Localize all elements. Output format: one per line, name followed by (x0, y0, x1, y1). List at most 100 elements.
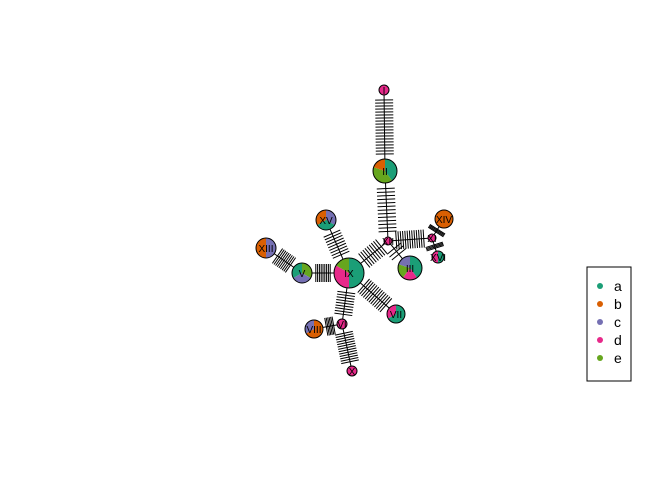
mutation-tick (366, 246, 379, 261)
node-I: I (378, 84, 390, 97)
mutation-tick (337, 340, 355, 346)
mutation-tick (378, 226, 397, 229)
mutation-tick (283, 256, 295, 272)
pie-slice-a (388, 305, 405, 323)
node-label: II (382, 167, 388, 178)
mutation-tick (408, 230, 412, 249)
mutation-tick (273, 249, 285, 265)
mutation-tick (418, 229, 421, 248)
mutation-tick (370, 242, 384, 258)
mutation-tick (425, 241, 443, 249)
mutation-tick (280, 253, 292, 270)
legend-swatch (597, 337, 603, 343)
pie-slice-b (435, 210, 453, 228)
mutation-tick (330, 245, 348, 254)
node-label: VII (390, 310, 402, 321)
node-outline (372, 158, 398, 184)
pie-slice-d (402, 268, 418, 280)
node-X: X (346, 365, 358, 378)
node-XIV: XIV (434, 209, 454, 229)
pie-slice-d (428, 234, 436, 242)
mutation-tick (376, 191, 395, 194)
legend-label: a (614, 278, 622, 294)
mutation-tick (324, 232, 342, 241)
pie-slice-a (349, 258, 364, 288)
pie-slice-d (432, 251, 438, 263)
mutation-tick (372, 291, 385, 306)
legend-swatch (597, 301, 603, 307)
mutation-tick (340, 357, 359, 362)
node-outline (336, 318, 348, 330)
legend-swatch (597, 355, 603, 361)
mutation-tick (334, 309, 353, 314)
mutation-tick (328, 240, 345, 249)
pie-slice-d (337, 319, 347, 329)
mutation-tick (337, 342, 356, 348)
node-label: XIV (436, 215, 452, 226)
node-XVI: XVI (430, 250, 446, 264)
legend-label: e (614, 350, 622, 366)
mutation-tick (378, 219, 397, 222)
node-label: X (349, 367, 356, 378)
mutation-tick (411, 230, 414, 249)
mutation-tick (377, 296, 391, 311)
mutation-tick (377, 194, 396, 197)
node-label: XIII (258, 244, 273, 255)
legend-item-a: a (597, 278, 622, 294)
node-outline (383, 236, 393, 246)
mutation-tick (377, 212, 396, 215)
edge-VI-X (335, 323, 359, 372)
mutation-tick (357, 278, 370, 293)
node-label: XI (427, 234, 436, 245)
mutation-tick (364, 247, 377, 263)
legend-item-e: e (597, 350, 622, 366)
mutation-tick (415, 230, 418, 249)
mutation-tick (391, 248, 407, 261)
mutation-tick (427, 226, 444, 238)
mutation-tick (429, 223, 446, 235)
mutation-tick (336, 296, 355, 300)
mutation-tick (331, 316, 336, 335)
mutation-tick (377, 201, 396, 204)
mutation-tick (328, 317, 333, 335)
mutation-tick (377, 209, 396, 211)
node-outline (378, 84, 390, 96)
node-VII: VII (386, 304, 406, 324)
mutation-tick (336, 299, 355, 303)
mutation-tick (420, 229, 423, 248)
mutation-tick (375, 294, 389, 310)
node-label: V (299, 269, 306, 280)
mutation-tick (364, 285, 378, 300)
mutation-tick (379, 298, 393, 313)
mutation-tick (335, 307, 354, 311)
legend-label: c (614, 314, 621, 330)
mutation-tick (284, 257, 297, 273)
mutation-tick (395, 231, 398, 250)
edge-XII-XI (387, 229, 433, 250)
mutation-tick (413, 230, 416, 249)
mutation-tick (338, 347, 357, 353)
mutation-tick (426, 245, 444, 252)
pie-slice-c (293, 273, 311, 283)
mutation-tick (368, 244, 381, 260)
pie-slice-d (347, 366, 357, 376)
mutation-tick (336, 335, 354, 341)
node-outline (397, 255, 423, 281)
legend-item-d: d (597, 332, 622, 348)
node-XII: XII (382, 236, 394, 248)
pie-slice-a (438, 251, 444, 263)
node-XV: XV (315, 209, 337, 231)
mutation-tick (332, 250, 350, 259)
pie-slice-c (398, 255, 410, 268)
legend-item-b: b (597, 296, 622, 312)
mutation-tick (361, 281, 374, 297)
node-label: VIII (306, 325, 321, 336)
mutation-tick (378, 230, 397, 233)
node-V: V (291, 262, 313, 284)
legend-swatch (597, 283, 603, 289)
edge-IX-XII (348, 239, 389, 274)
mutation-tick (340, 354, 358, 360)
mutation-tick (359, 280, 372, 295)
edge-XII-II (376, 170, 397, 242)
